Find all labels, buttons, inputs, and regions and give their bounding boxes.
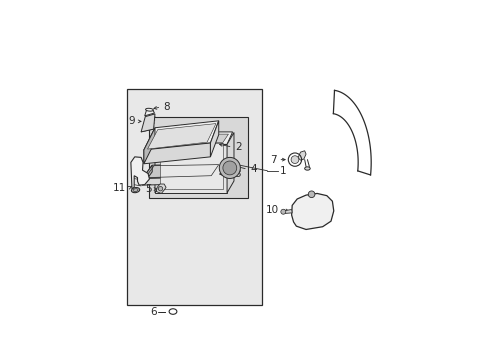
Polygon shape (141, 114, 155, 132)
Polygon shape (284, 210, 292, 213)
Text: 3: 3 (234, 169, 241, 179)
Circle shape (158, 186, 163, 191)
Polygon shape (143, 121, 218, 150)
Text: 5: 5 (144, 184, 151, 194)
Circle shape (219, 157, 240, 179)
Text: 9: 9 (128, 116, 135, 126)
Bar (149, 117, 247, 198)
Text: 1: 1 (280, 166, 286, 176)
Circle shape (290, 156, 298, 163)
Polygon shape (210, 121, 218, 157)
Polygon shape (291, 193, 333, 229)
Text: 11: 11 (113, 184, 126, 193)
Polygon shape (160, 143, 223, 189)
Circle shape (223, 161, 236, 175)
Ellipse shape (145, 108, 153, 111)
Text: 4: 4 (249, 164, 256, 174)
Text: 2: 2 (235, 142, 242, 152)
Polygon shape (143, 143, 210, 164)
Polygon shape (147, 123, 216, 149)
Text: 10: 10 (265, 204, 278, 215)
Text: 7: 7 (269, 155, 276, 165)
Polygon shape (155, 132, 163, 193)
Circle shape (280, 209, 285, 214)
Polygon shape (144, 110, 154, 116)
Polygon shape (156, 184, 166, 193)
Polygon shape (155, 144, 226, 193)
Text: 6: 6 (150, 306, 157, 316)
Ellipse shape (304, 167, 309, 170)
Polygon shape (297, 151, 305, 160)
Polygon shape (143, 128, 155, 164)
Polygon shape (142, 177, 214, 185)
Ellipse shape (131, 188, 140, 193)
Polygon shape (155, 132, 232, 144)
Bar (127, 89, 261, 305)
Polygon shape (160, 134, 228, 143)
Polygon shape (131, 157, 149, 189)
Polygon shape (226, 132, 233, 193)
Polygon shape (142, 165, 152, 185)
Ellipse shape (133, 189, 138, 192)
Circle shape (307, 191, 314, 198)
Polygon shape (142, 164, 221, 179)
Text: 8: 8 (163, 102, 169, 112)
